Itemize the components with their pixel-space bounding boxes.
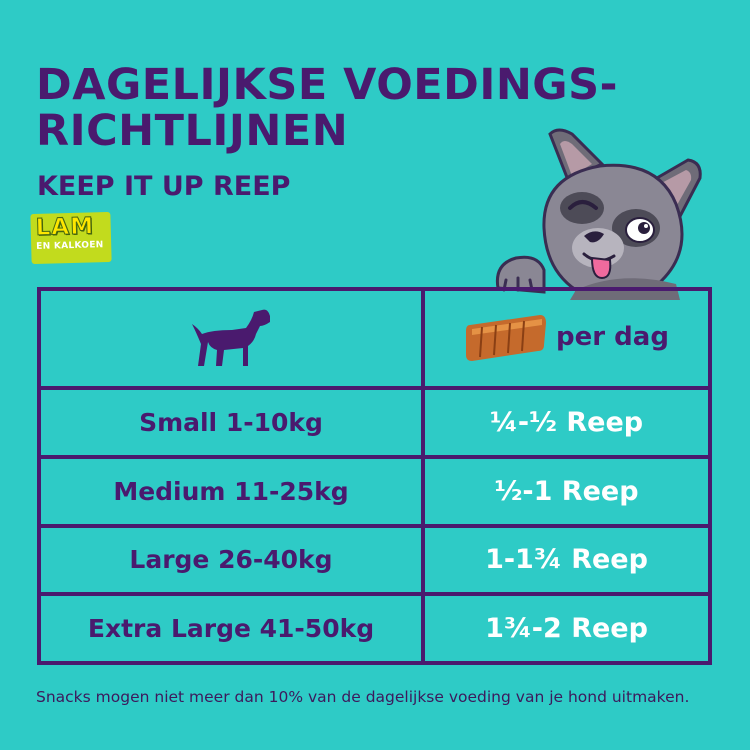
weight-cell: Extra Large 41-50kg: [37, 592, 425, 665]
page-title: DAGELIJKSE VOEDINGS- RICHTLIJNEN: [36, 62, 618, 154]
flavor-badge-main: LAM: [35, 213, 95, 242]
table-row: Extra Large 41-50kg 1¾-2 Reep: [37, 592, 712, 665]
amount-cell: 1-1¾ Reep: [421, 523, 712, 597]
amount-cell: ¼-½ Reep: [421, 386, 712, 459]
product-subtitle: KEEP IT UP REEP: [37, 171, 291, 202]
amount-cell: ½-1 Reep: [421, 454, 712, 528]
dog-size-header-cell: [37, 286, 425, 391]
flavor-badge-sub: EN KALKOEN: [36, 240, 104, 252]
feeding-guide-table: per dag Small 1-10kg ¼-½ Reep Medium 11-…: [37, 286, 712, 665]
treat-bar-icon: [466, 314, 547, 361]
title-line-1: DAGELIJKSE VOEDINGS-: [36, 60, 618, 110]
weight-cell: Medium 11-25kg: [37, 454, 425, 528]
table-row: Large 26-40kg 1-1¾ Reep: [37, 523, 712, 597]
title-line-2: RICHTLIJNEN: [36, 106, 349, 156]
dog-silhouette-icon: [192, 309, 270, 366]
amount-cell: 1¾-2 Reep: [421, 592, 712, 665]
per-day-header-cell: per dag: [421, 286, 712, 391]
table-row: Small 1-10kg ¼-½ Reep: [37, 386, 712, 459]
table-header-row: per dag: [37, 286, 712, 391]
per-day-label: per dag: [556, 321, 669, 352]
french-bulldog-illustration: [495, 128, 702, 300]
table-row: Medium 11-25kg ½-1 Reep: [37, 454, 712, 528]
weight-cell: Large 26-40kg: [37, 523, 425, 597]
weight-cell: Small 1-10kg: [37, 386, 425, 459]
footnote: Snacks mogen niet meer dan 10% van de da…: [36, 688, 690, 706]
flavor-badge: LAM EN KALKOEN: [30, 211, 112, 265]
